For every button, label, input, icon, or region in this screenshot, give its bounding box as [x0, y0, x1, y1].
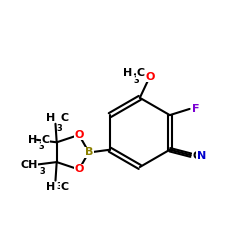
Text: C: C [60, 112, 68, 122]
Text: 3: 3 [38, 142, 44, 151]
Text: N: N [196, 151, 206, 161]
Text: 3: 3 [40, 167, 45, 176]
Text: O: O [74, 130, 84, 140]
Text: H: H [28, 135, 37, 145]
Text: CH: CH [21, 160, 38, 170]
Text: H: H [46, 182, 56, 192]
Text: C: C [42, 135, 50, 145]
Text: 3: 3 [57, 124, 63, 133]
Text: F: F [192, 104, 200, 114]
Text: C: C [60, 182, 68, 192]
Text: C: C [136, 68, 145, 78]
Text: C: C [192, 151, 200, 161]
Text: H: H [123, 68, 132, 78]
Text: 3: 3 [134, 76, 140, 85]
Text: O: O [145, 72, 154, 82]
Text: 3: 3 [57, 182, 63, 191]
Text: B: B [85, 147, 93, 157]
Text: H: H [46, 112, 56, 122]
Text: O: O [74, 164, 84, 174]
